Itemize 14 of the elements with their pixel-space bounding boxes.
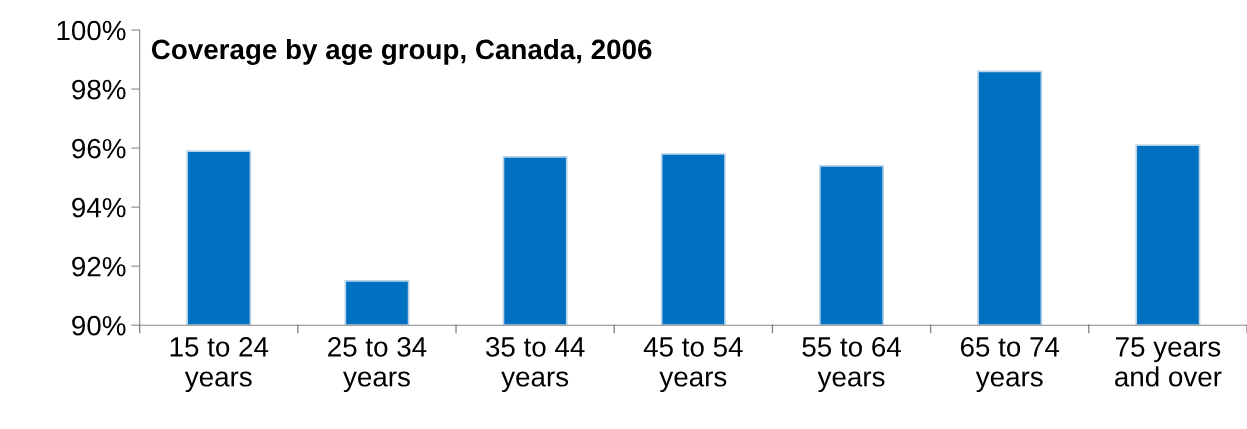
y-tick-label: 98% [72, 79, 126, 100]
y-tick-label: 100% [57, 20, 126, 41]
y-tick-label: 94% [72, 197, 126, 218]
x-tick-label: 15 to 24 years [170, 337, 269, 393]
y-tick-label: 96% [72, 138, 126, 159]
y-tick-label: 90% [72, 315, 126, 336]
x-tick-label: 75 years and over [1115, 337, 1222, 387]
x-tick-label: 65 to 74 years [960, 337, 1060, 393]
y-tick-label: 92% [72, 256, 126, 277]
x-tick-label: 35 to 44 years [486, 337, 585, 393]
x-tick-label: 55 to 64 years [802, 337, 901, 393]
x-tick-label: 25 to 34 years [328, 337, 427, 393]
chart-title: Coverage by age group, Canada, 2006 [151, 38, 652, 65]
x-tick-label: 45 to 54 years [643, 337, 743, 393]
